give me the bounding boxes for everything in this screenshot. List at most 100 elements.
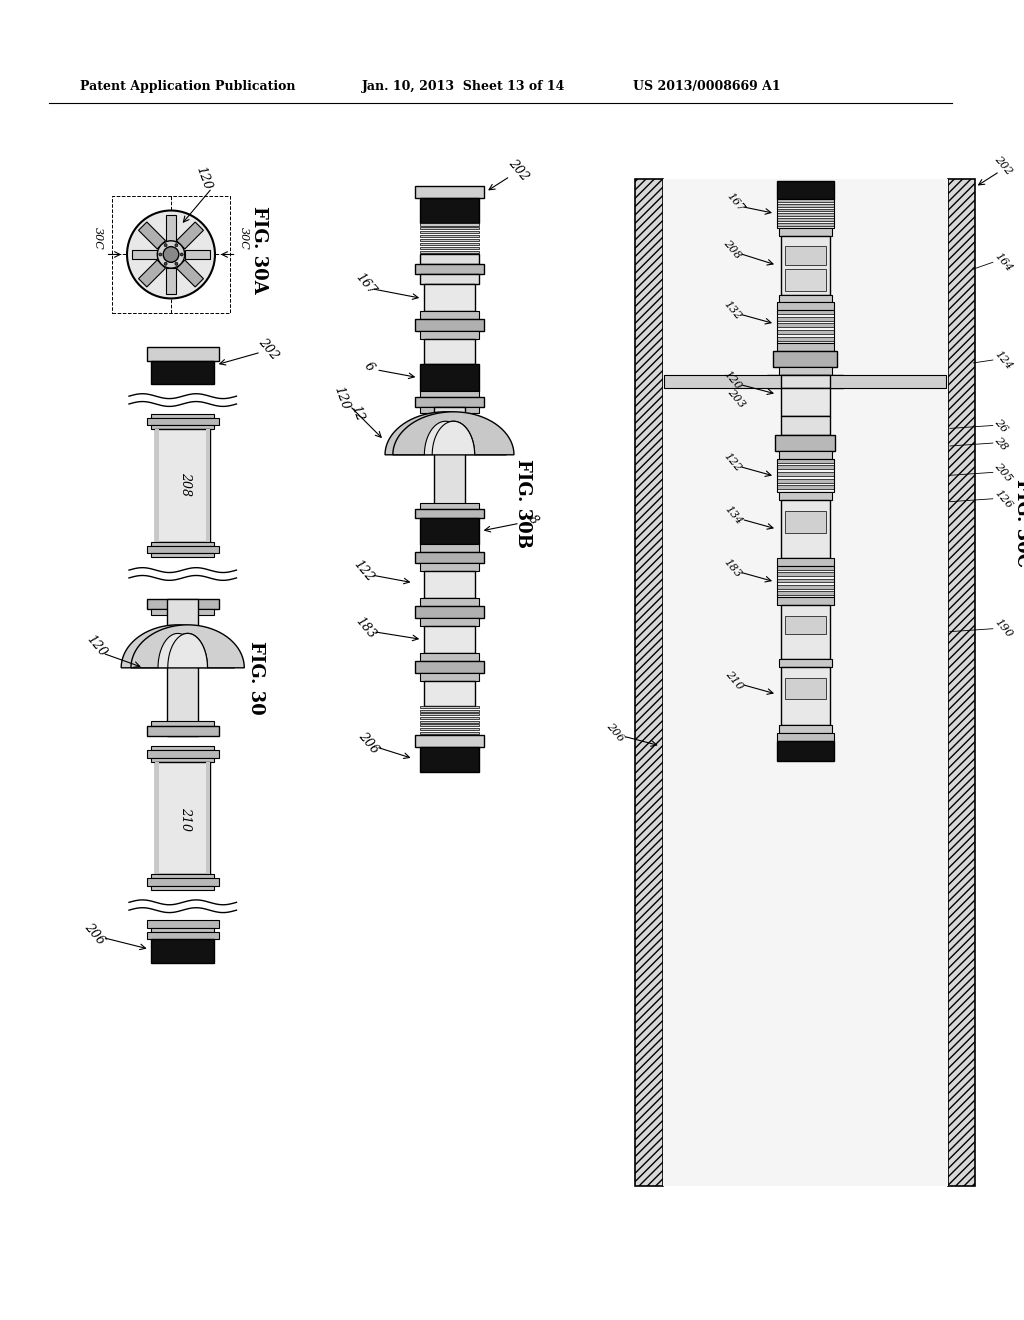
Bar (152, 610, 214, 615)
Polygon shape (424, 421, 467, 455)
Polygon shape (158, 634, 198, 668)
Bar (780, 388, 829, 416)
Bar (156, 762, 210, 874)
Bar (152, 360, 214, 384)
Bar (152, 553, 214, 557)
Bar (420, 503, 479, 508)
Text: 210: 210 (179, 808, 193, 832)
Circle shape (127, 210, 215, 298)
Polygon shape (132, 249, 158, 259)
Bar (420, 618, 479, 626)
Text: 126: 126 (993, 487, 1014, 510)
Text: 206: 206 (355, 730, 381, 756)
Bar (156, 429, 210, 541)
Text: 28: 28 (993, 434, 1010, 451)
Bar (777, 302, 834, 310)
Bar (777, 573, 834, 577)
Bar (773, 351, 838, 367)
Bar (777, 591, 834, 595)
Bar (777, 337, 834, 341)
Text: 190: 190 (993, 618, 1014, 640)
Polygon shape (121, 624, 234, 668)
Text: 120: 120 (84, 634, 110, 660)
Text: 124: 124 (993, 348, 1014, 371)
Bar (777, 317, 834, 321)
Polygon shape (138, 222, 166, 249)
Text: 183: 183 (721, 557, 742, 579)
Bar (420, 544, 479, 552)
Text: 8: 8 (525, 513, 541, 528)
Text: 202: 202 (506, 157, 531, 183)
Text: 208: 208 (721, 238, 742, 261)
Bar (779, 367, 831, 375)
Bar (152, 886, 214, 890)
Bar (777, 330, 834, 334)
Bar (420, 725, 479, 726)
Bar (784, 246, 825, 265)
Text: 30C: 30C (240, 227, 249, 249)
Bar (146, 347, 219, 360)
Bar (420, 231, 479, 234)
Polygon shape (166, 268, 176, 293)
Bar (777, 181, 834, 199)
Bar (206, 762, 210, 874)
Bar (416, 186, 483, 198)
Bar (420, 653, 479, 661)
Bar (777, 585, 834, 589)
Bar (146, 750, 219, 758)
Bar (420, 247, 479, 249)
Bar (775, 436, 836, 451)
Bar (424, 572, 475, 598)
Bar (206, 429, 210, 541)
Bar (146, 417, 219, 425)
Text: FIG. 30B: FIG. 30B (514, 459, 531, 548)
Text: 6: 6 (361, 359, 377, 374)
Bar (420, 391, 479, 397)
Polygon shape (168, 634, 208, 668)
Text: FIG. 30: FIG. 30 (247, 640, 265, 714)
Bar (152, 746, 214, 750)
Text: 203: 203 (725, 387, 746, 409)
Bar (779, 294, 831, 302)
Bar (420, 239, 479, 242)
Bar (777, 566, 834, 570)
Bar (416, 264, 483, 275)
Text: 12: 12 (349, 404, 367, 424)
Text: 122: 122 (351, 558, 376, 585)
Bar (777, 486, 834, 490)
Circle shape (158, 240, 184, 268)
Bar (780, 416, 829, 436)
Bar (434, 407, 465, 512)
Polygon shape (393, 412, 514, 455)
Bar (779, 726, 831, 734)
Bar (777, 459, 834, 463)
Bar (777, 734, 834, 741)
Circle shape (163, 247, 179, 263)
Text: 210: 210 (723, 669, 744, 692)
Bar (777, 466, 834, 470)
Bar (420, 227, 479, 230)
Bar (420, 331, 479, 338)
Bar (420, 364, 479, 391)
Bar (420, 747, 479, 772)
Bar (416, 552, 483, 564)
Bar (784, 616, 825, 634)
Circle shape (164, 244, 167, 247)
Bar (948, 180, 975, 1185)
Bar (420, 710, 479, 711)
Bar (420, 713, 479, 715)
Polygon shape (432, 421, 474, 455)
Bar (152, 541, 214, 545)
Bar (152, 928, 214, 932)
Polygon shape (166, 215, 176, 240)
Bar (784, 511, 825, 533)
Bar (777, 209, 834, 211)
Bar (420, 198, 479, 223)
Bar (777, 459, 834, 492)
Text: 202: 202 (256, 335, 282, 363)
Bar (777, 310, 834, 343)
Polygon shape (385, 412, 506, 455)
Text: 30C: 30C (93, 227, 102, 249)
Bar (420, 275, 479, 284)
Bar (420, 717, 479, 719)
